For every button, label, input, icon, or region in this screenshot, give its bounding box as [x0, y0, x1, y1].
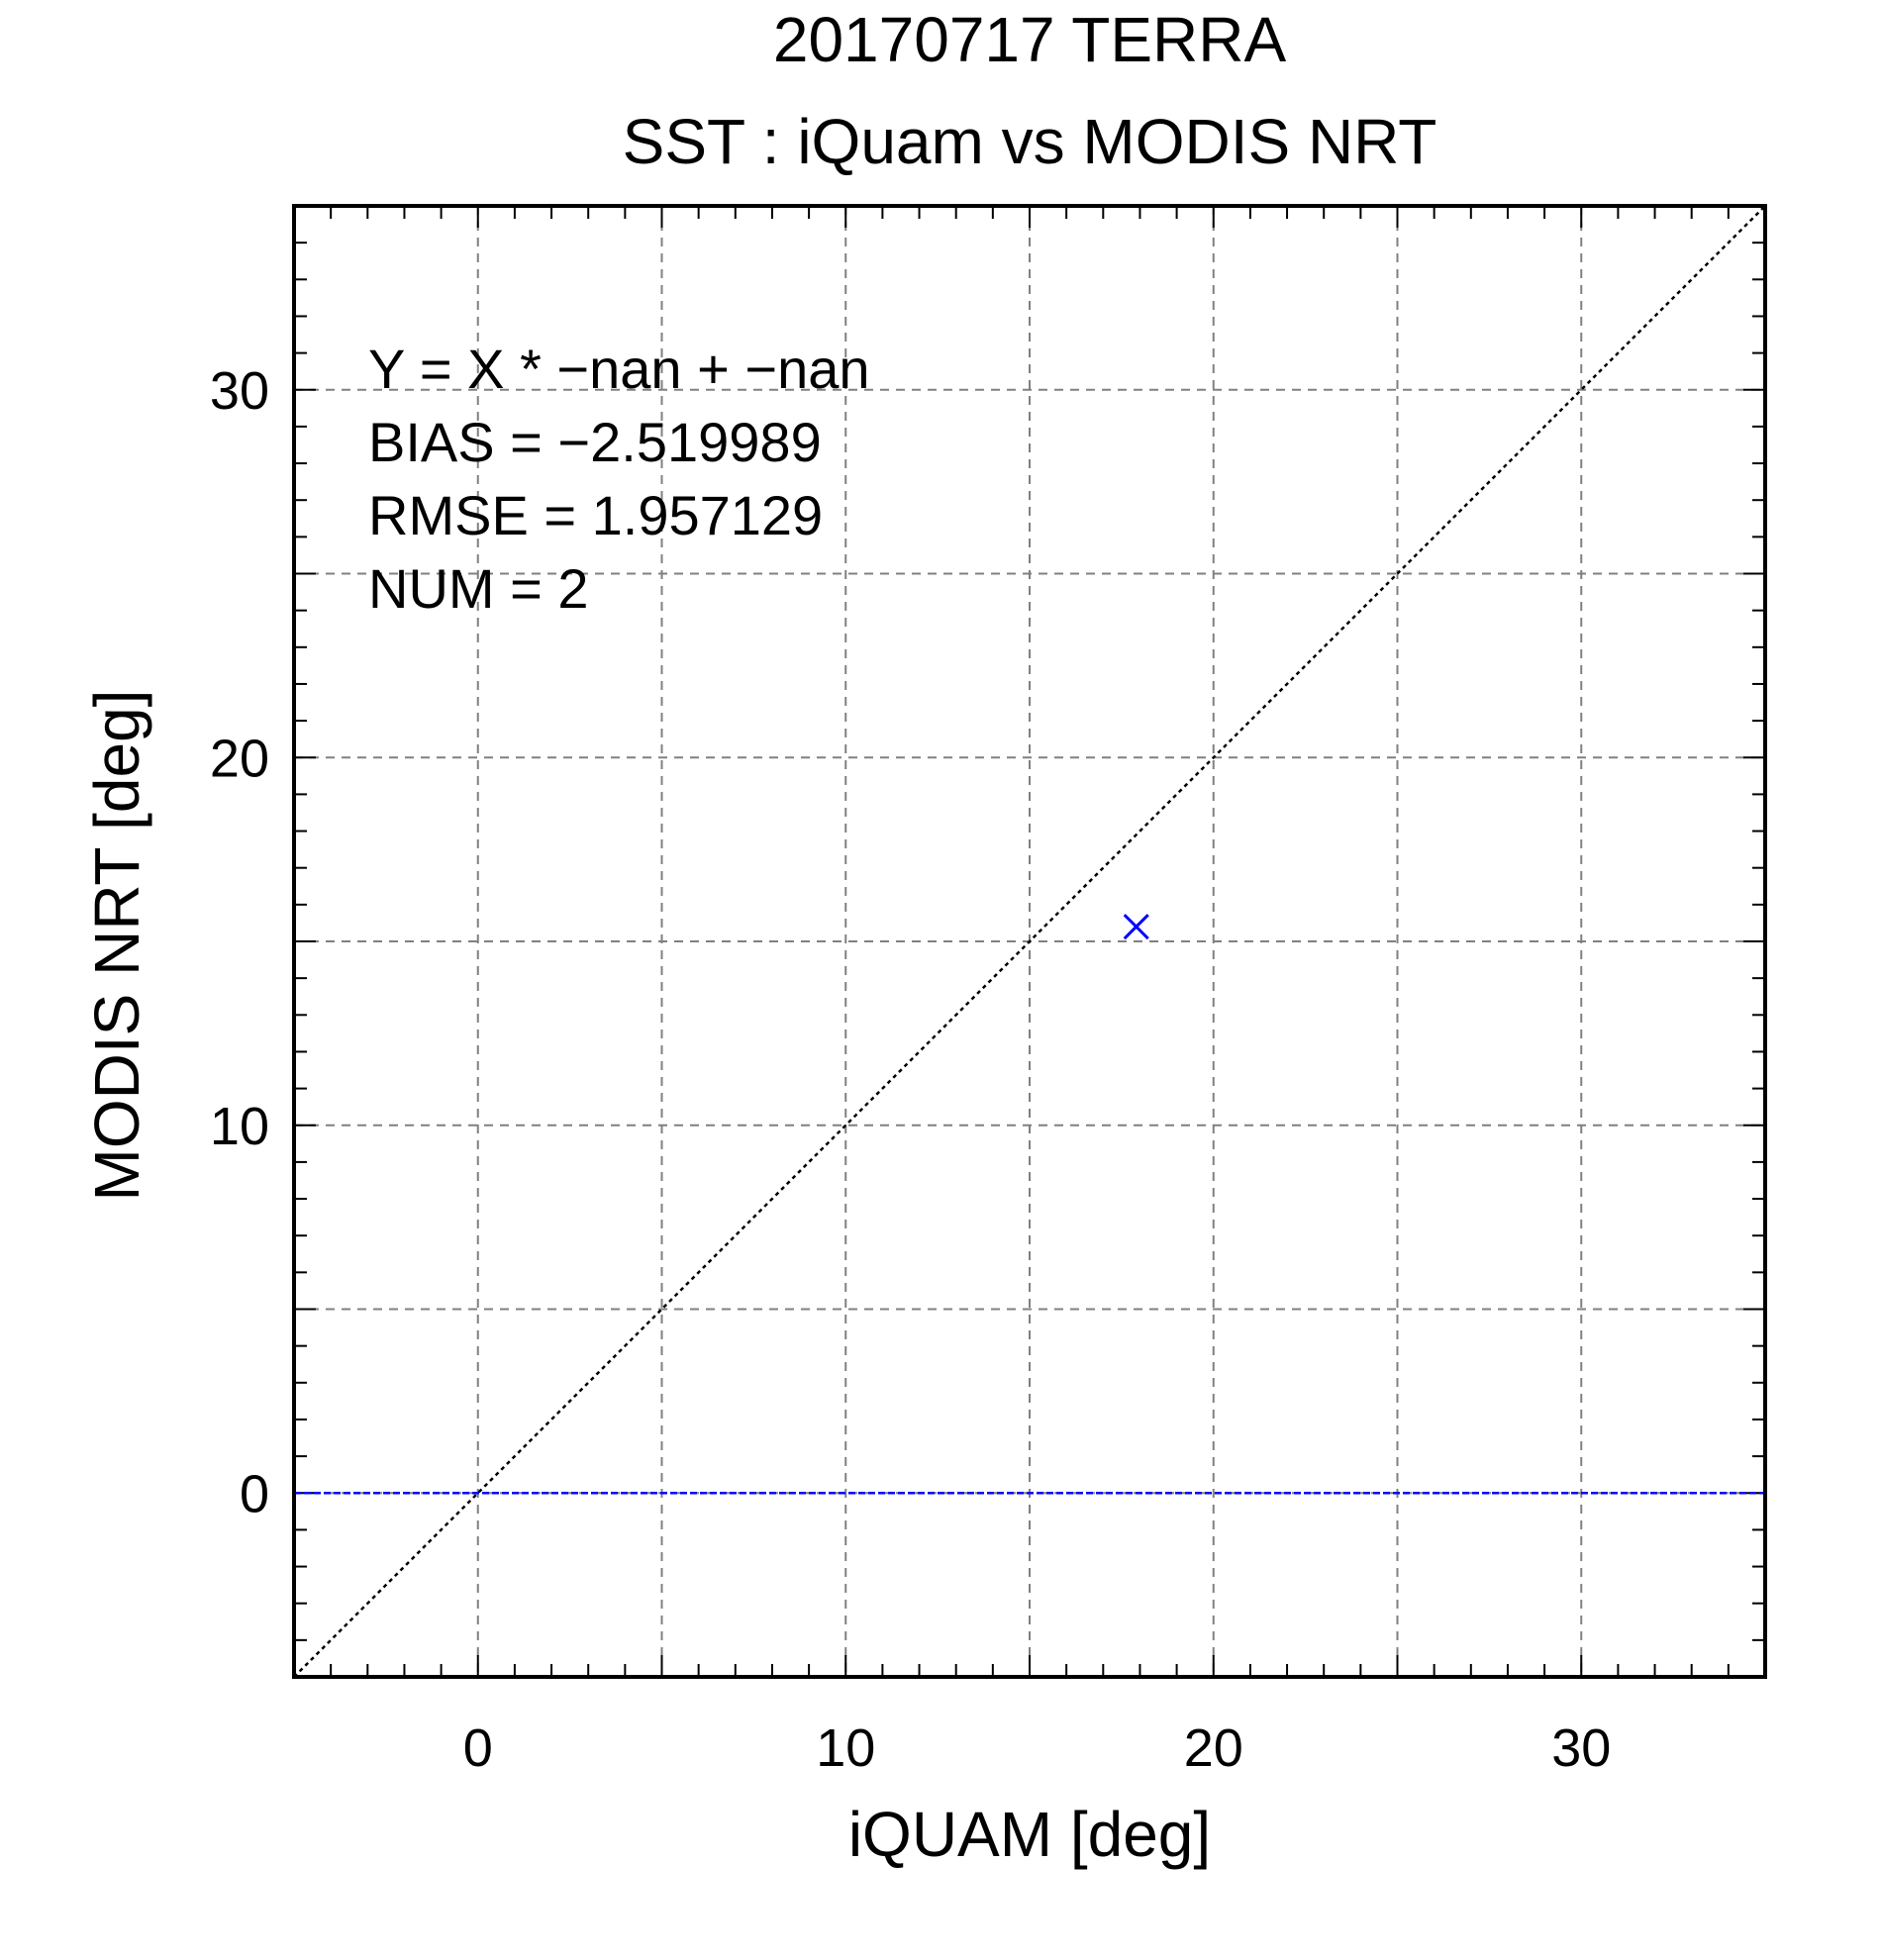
y-tick-label: 20 [210, 729, 269, 788]
x-tick-label: 10 [816, 1718, 875, 1778]
data-point-stroke [1123, 914, 1149, 940]
data-points [1123, 914, 1149, 940]
one-to-one-line [293, 205, 1766, 1678]
tick-labels: 0 10 20 30 0 10 20 30 [210, 361, 1611, 1778]
x-tick-label: 0 [463, 1718, 493, 1778]
y-axis-label: MODIS NRT [deg] [81, 690, 152, 1202]
plot-frame [292, 204, 1767, 1679]
y-tick-label: 30 [210, 361, 269, 421]
stats-annotation: Y = X * −nan + −nan BIAS = −2.519989 RMSE … [368, 338, 870, 620]
grid [294, 206, 1765, 1677]
y-tick-label: 0 [240, 1464, 269, 1523]
x-tick-label: 30 [1551, 1718, 1611, 1778]
stats-line: NUM = 2 [368, 557, 589, 620]
chart-title: 20170717 TERRA [773, 4, 1287, 75]
chart-subtitle: SST : iQuam vs MODIS NRT [623, 106, 1437, 177]
x-tick-label: 20 [1184, 1718, 1243, 1778]
stats-line: BIAS = −2.519989 [368, 411, 822, 473]
stats-line: RMSE = 1.957129 [368, 484, 823, 546]
x-axis-label: iQUAM [deg] [848, 1799, 1211, 1870]
axis-ticks [294, 206, 1765, 1677]
data-point [1123, 914, 1149, 940]
y-tick-label: 10 [210, 1097, 269, 1156]
reference-lines [293, 205, 1766, 1678]
stats-line: Y = X * −nan + −nan [368, 338, 870, 400]
